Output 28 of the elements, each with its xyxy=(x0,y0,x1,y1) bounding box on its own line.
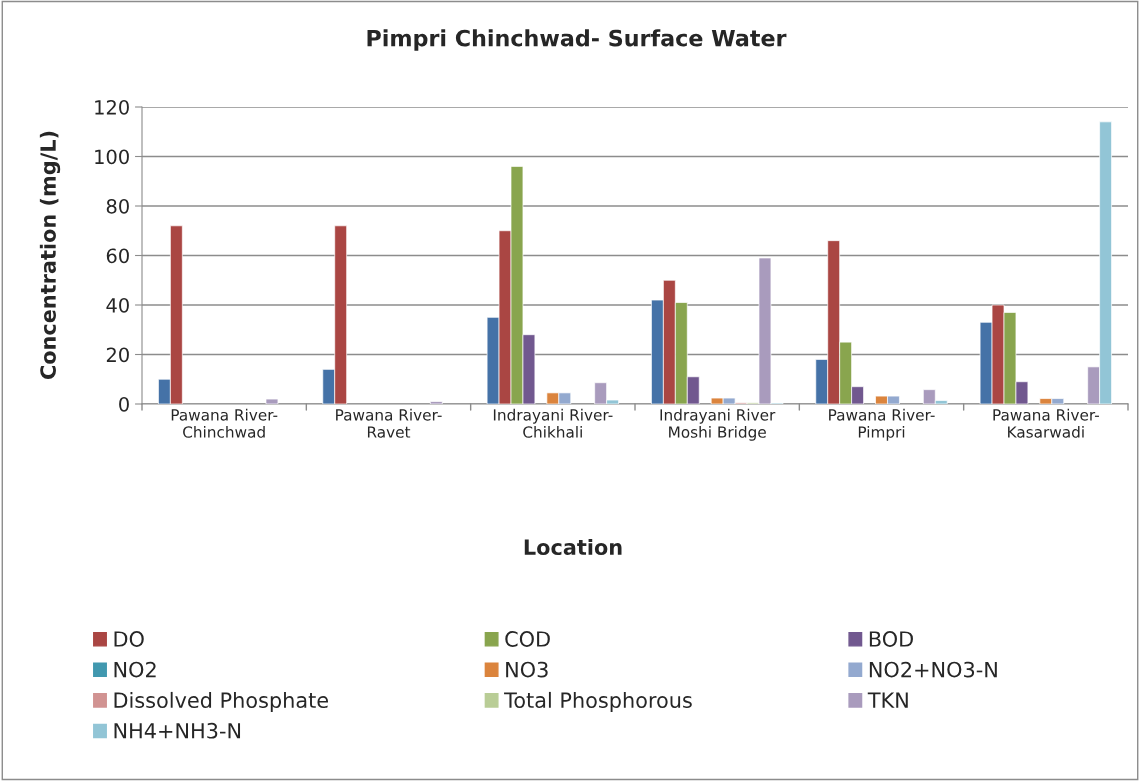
x-tick-label: Pawana River- Chinchwad xyxy=(171,408,278,438)
legend-label: BOD xyxy=(869,631,913,647)
legend-label: Dissolved Phosphate xyxy=(114,691,329,713)
y-tick-label: 100 xyxy=(95,149,129,165)
x-axis-title: Location xyxy=(524,538,622,556)
legend-label: Total Phosphorous xyxy=(504,691,692,713)
legend-label: NO2 xyxy=(114,661,156,678)
y-tick-label: 120 xyxy=(95,99,129,115)
legend-label: TKN xyxy=(867,692,908,708)
legend-label: DO xyxy=(114,631,144,647)
y-tick-label: 80 xyxy=(106,198,129,214)
y-tick-label: 0 xyxy=(119,396,129,412)
legend-label: NH4+NH3-N xyxy=(114,722,241,739)
chart-title: Pimpri Chinchwad- Surface Water xyxy=(367,29,787,51)
y-tick-label: 40 xyxy=(106,297,129,313)
bar xyxy=(265,398,279,404)
x-tick-label: Indrayani River- Chikhali xyxy=(493,408,613,438)
legend-label: NO3 xyxy=(506,661,548,678)
y-tick-label: 20 xyxy=(106,347,129,363)
x-tick-label: Pawana River- Pimpri xyxy=(829,408,935,441)
y-axis-title: Concentration (mg/L) xyxy=(39,131,61,379)
legend-label: NO2+NO3-N xyxy=(869,661,997,678)
bar xyxy=(429,401,443,404)
legend-label: COD xyxy=(505,631,550,647)
x-tick-label: Indrayani River Moshi Bridge xyxy=(660,408,776,441)
y-tick-label: 60 xyxy=(106,248,129,264)
x-tick-label: Pawana River- Kasarwadi xyxy=(993,408,1099,438)
x-tick-label: Pawana River- Ravet xyxy=(336,408,442,438)
